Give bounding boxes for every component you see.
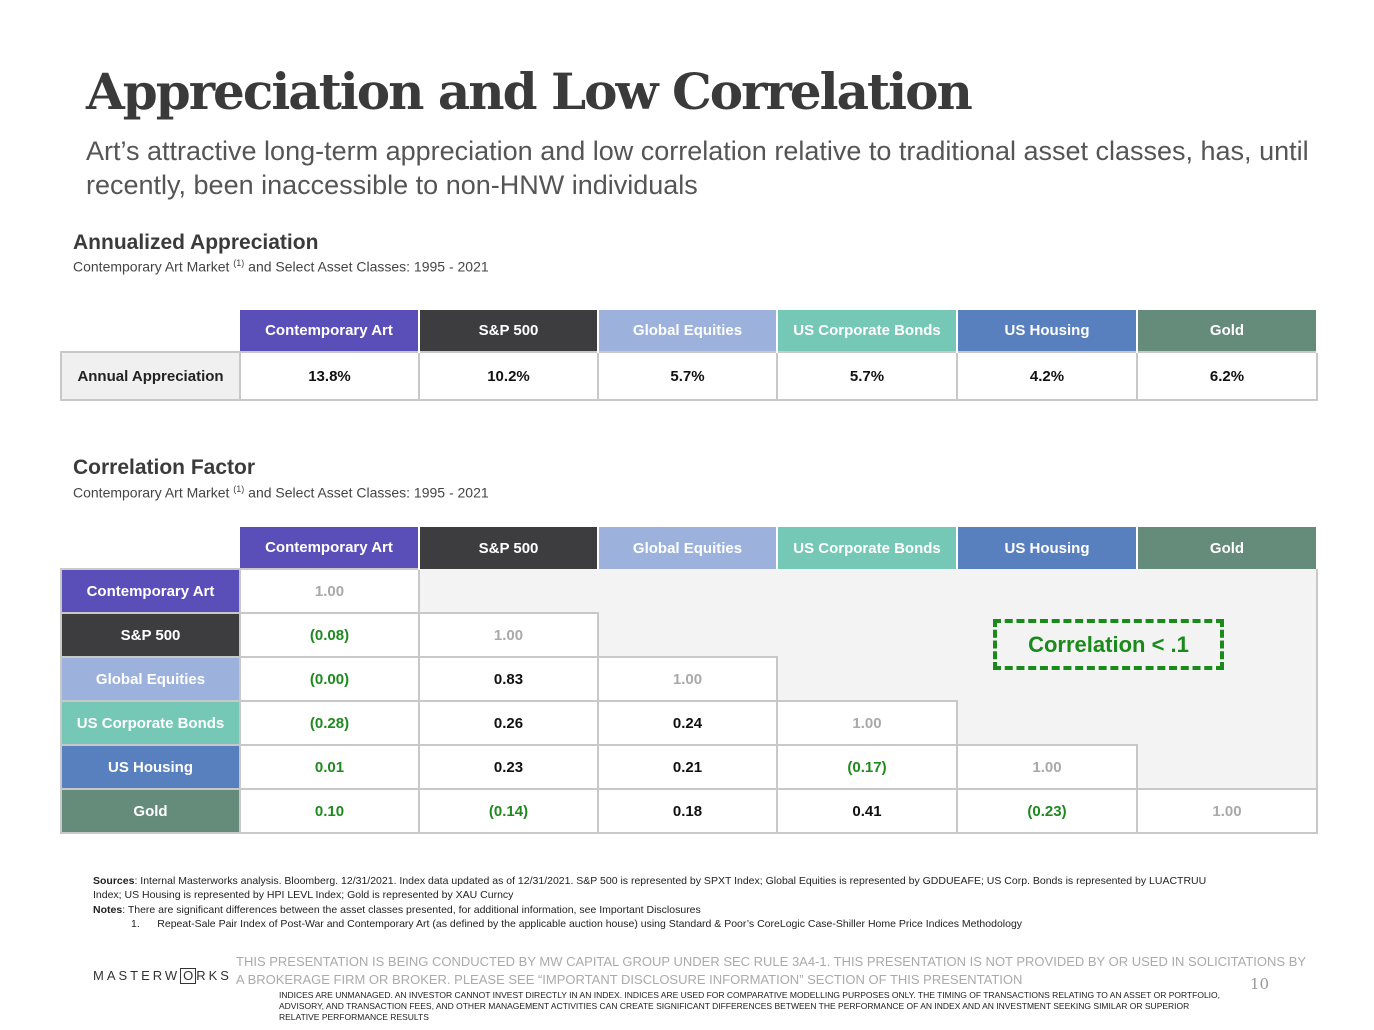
table-row: S&P 500 (0.08) 1.00 (60, 612, 1318, 658)
correlation-cell: 0.26 (418, 700, 599, 746)
correlation-cell: 1.00 (418, 612, 599, 658)
logo-text: RKS (196, 968, 232, 983)
correlation-cell: (0.28) (239, 700, 420, 746)
logo-o: O (180, 968, 197, 984)
value-cell: 13.8% (239, 351, 420, 401)
page-subtitle: Art’s attractive long-term appreciation … (86, 136, 1309, 200)
correlation-cell: 1.00 (956, 744, 1138, 790)
row-label-global-equities: Global Equities (60, 656, 241, 702)
correlation-cell: 1.00 (776, 700, 958, 746)
correlation-cell: 0.21 (597, 744, 778, 790)
sources-label: Sources (93, 875, 135, 887)
correlation-cell: (0.17) (776, 744, 958, 790)
value-cell: 6.2% (1136, 351, 1318, 401)
correlation-section-title: Correlation Factor (73, 456, 256, 479)
row-label-gold: Gold (60, 788, 241, 834)
footnote-text: Repeat-Sale Pair Index of Post-War and C… (157, 918, 1023, 930)
col-header-sp500: S&P 500 (419, 527, 599, 569)
correlation-cell: 0.23 (418, 744, 599, 790)
notes-text: : There are significant differences betw… (122, 904, 701, 916)
correlation-table: Contemporary Art S&P 500 Global Equities… (60, 527, 1318, 834)
row-label-annual-appreciation: Annual Appreciation (60, 351, 241, 401)
header-spacer (61, 527, 240, 569)
masterworks-logo: MASTERW O RKS (93, 968, 232, 984)
correlation-cell: 1.00 (1136, 788, 1318, 834)
correlation-cell: (0.14) (418, 788, 599, 834)
logo-text: MASTERW (93, 968, 181, 983)
correlation-cell: 0.10 (239, 788, 420, 834)
disclaimer-sec-rule: THIS PRESENTATION IS BEING CONDUCTED BY … (236, 954, 1306, 987)
header-spacer (61, 310, 240, 352)
table-row: Contemporary Art 1.00 (60, 568, 1318, 614)
appreciation-section-subtitle: Contemporary Art Market (1) and Select A… (73, 258, 489, 275)
row-label-sp500: S&P 500 (60, 612, 241, 658)
empty-cell (1137, 569, 1318, 613)
correlation-cell: 1.00 (597, 656, 778, 702)
notes-note: Notes: There are significant differences… (93, 903, 1223, 917)
correlation-cell: 0.18 (597, 788, 778, 834)
row-label-us-housing: US Housing (60, 744, 241, 790)
notes-label: Notes (93, 904, 123, 916)
correlation-cell: 1.00 (239, 568, 420, 614)
table-row: Gold 0.10 (0.14) 0.18 0.41 (0.23) 1.00 (60, 788, 1318, 834)
value-cell: 10.2% (418, 351, 599, 401)
table-row: US Corporate Bonds (0.28) 0.26 0.24 1.00 (60, 700, 1318, 746)
row-label-contemporary-art: Contemporary Art (60, 568, 241, 614)
correlation-cell: 0.01 (239, 744, 420, 790)
empty-cell (777, 657, 957, 701)
empty-cell (1137, 745, 1318, 789)
empty-cell (419, 569, 598, 613)
correlation-cell: 0.41 (776, 788, 958, 834)
empty-cell (777, 613, 957, 657)
empty-cell (1137, 701, 1318, 745)
subtitle-text: and Select Asset Classes: 1995 - 2021 (244, 258, 489, 275)
disclaimer-indices: INDICES ARE UNMANAGED. AN INVESTOR CANNO… (279, 990, 1221, 1022)
col-header-gold: Gold (1137, 527, 1318, 569)
col-header-us-housing: US Housing (957, 310, 1138, 352)
correlation-cell: 0.83 (418, 656, 599, 702)
low-correlation-badge: Correlation < .1 (993, 619, 1224, 670)
subtitle-text: Contemporary Art Market (73, 484, 234, 501)
col-header-contemporary-art: Contemporary Art (240, 310, 420, 352)
col-header-us-corporate-bonds: US Corporate Bonds (777, 310, 958, 352)
subtitle-text: and Select Asset Classes: 1995 - 2021 (244, 484, 489, 501)
value-cell: 5.7% (597, 351, 778, 401)
value-cell: 4.2% (956, 351, 1138, 401)
empty-cell (957, 569, 1137, 613)
col-header-sp500: S&P 500 (419, 310, 599, 352)
col-header-us-housing: US Housing (957, 527, 1138, 569)
col-header-us-corporate-bonds: US Corporate Bonds (777, 527, 958, 569)
subtitle-text: Contemporary Art Market (73, 258, 234, 275)
footnote-ref: (1) (233, 258, 245, 268)
page-number: 10 (1250, 975, 1270, 993)
correlation-section-subtitle: Contemporary Art Market (1) and Select A… (73, 484, 489, 501)
sources-note: Sources: Internal Masterworks analysis. … (93, 874, 1223, 902)
correlation-cell: 0.24 (597, 700, 778, 746)
correlation-cell: (0.00) (239, 656, 420, 702)
appreciation-table: Contemporary Art S&P 500 Global Equities… (60, 310, 1318, 401)
table-row: US Housing 0.01 0.23 0.21 (0.17) 1.00 (60, 744, 1318, 790)
correlation-cell: (0.23) (956, 788, 1138, 834)
appreciation-section-title: Annualized Appreciation (73, 231, 319, 254)
footnote-1: 1. Repeat-Sale Pair Index of Post-War an… (131, 917, 1231, 931)
col-header-global-equities: Global Equities (598, 310, 778, 352)
footnote-number: 1. (131, 918, 140, 930)
col-header-global-equities: Global Equities (598, 527, 778, 569)
empty-cell (598, 569, 777, 613)
col-header-contemporary-art: Contemporary Art (240, 527, 420, 569)
empty-cell (1137, 657, 1318, 701)
row-label-us-corporate-bonds: US Corporate Bonds (60, 700, 241, 746)
empty-cell (598, 613, 777, 657)
empty-cell (777, 569, 957, 613)
page-title: Appreciation and Low Correlation (86, 62, 973, 121)
value-cell: 5.7% (776, 351, 958, 401)
correlation-cell: (0.08) (239, 612, 420, 658)
footnote-ref: (1) (233, 484, 245, 494)
empty-cell (957, 701, 1137, 745)
col-header-gold: Gold (1137, 310, 1318, 352)
sources-text: : Internal Masterworks analysis. Bloombe… (93, 875, 1207, 901)
